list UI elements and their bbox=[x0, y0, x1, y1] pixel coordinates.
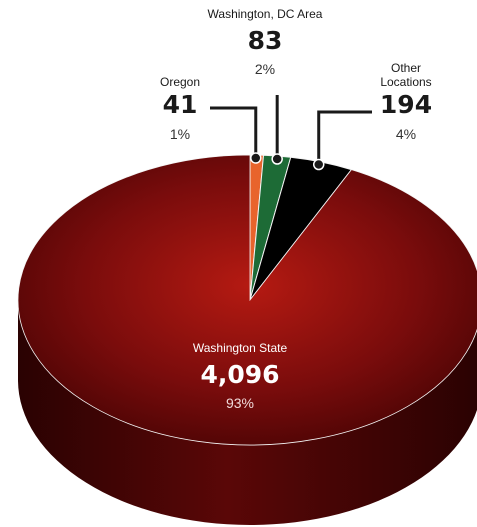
value-label-washington-state: 4,096 bbox=[200, 359, 280, 389]
leader-dot-other bbox=[312, 158, 325, 171]
label-other: Other Locations 194 4% bbox=[366, 61, 446, 143]
category-label-washington-state: Washington State bbox=[192, 341, 288, 355]
value-label-other: 194 bbox=[379, 89, 433, 119]
category-label-dc: Washington, DC Area bbox=[207, 7, 323, 21]
percent-label-washington-state: 93% bbox=[225, 395, 255, 412]
leader-line-other bbox=[317, 110, 372, 165]
category-label-oregon: Oregon bbox=[159, 75, 201, 89]
leader-line-oregon bbox=[210, 106, 258, 159]
percent-label-dc: 2% bbox=[254, 61, 276, 78]
value-label-oregon: 41 bbox=[162, 89, 198, 119]
slice-washington-state bbox=[17, 154, 477, 446]
percent-label-other: 4% bbox=[395, 126, 417, 143]
pie-side-wall bbox=[18, 300, 477, 525]
category-label-other: Other Locations bbox=[380, 61, 432, 89]
leader-dot-dc bbox=[271, 153, 283, 165]
label-dc: Washington, DC Area 83 2% bbox=[185, 7, 345, 78]
leader-dot-oregon bbox=[250, 152, 262, 164]
label-oregon: Oregon 41 1% bbox=[145, 75, 215, 143]
value-label-dc: 83 bbox=[247, 25, 283, 55]
percent-label-oregon: 1% bbox=[169, 126, 191, 143]
label-washington-state: Washington State 4,096 93% bbox=[150, 341, 330, 412]
